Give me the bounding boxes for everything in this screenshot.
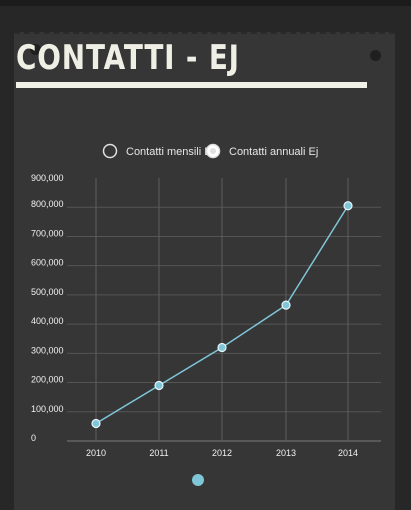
legend-label-annual: Contatti annuali Ej — [229, 146, 318, 158]
x-tick-label: 2010 — [86, 448, 106, 458]
chart-grid — [67, 178, 381, 442]
y-tick-label: 100,000 — [31, 404, 64, 414]
x-tick-label: 2012 — [212, 448, 232, 458]
data-point[interactable] — [91, 418, 101, 429]
x-tick-label: 2013 — [276, 448, 296, 458]
x-tick-label: 2014 — [338, 448, 358, 458]
y-tick-label: 900,000 — [31, 173, 64, 183]
legend-annual-marker-inner — [210, 148, 216, 154]
top-bar — [0, 0, 411, 6]
y-tick-label: 700,000 — [31, 228, 64, 238]
page-title: CONTATTI - EJ — [16, 38, 240, 78]
y-tick-label: 200,000 — [31, 375, 64, 385]
x-axis: 2010 2011 2012 2013 2014 — [86, 448, 358, 458]
pin-hole-left — [30, 44, 41, 55]
y-tick-label: 0 — [31, 433, 36, 443]
data-point[interactable] — [154, 380, 164, 391]
legend-label-monthly: Contatti mensili EJ — [126, 146, 217, 158]
x-tick-label: 2011 — [149, 448, 168, 458]
pagination-dot[interactable] — [192, 474, 204, 486]
legend-item-monthly[interactable]: Contatti mensili EJ — [102, 143, 218, 159]
legend-monthly-marker — [102, 143, 118, 159]
y-tick-label: 300,000 — [31, 345, 64, 355]
y-tick-label: 500,000 — [31, 287, 64, 297]
data-point[interactable] — [343, 201, 353, 211]
chart-card — [14, 32, 395, 510]
y-tick-label: 600,000 — [31, 258, 64, 268]
data-point[interactable] — [281, 300, 291, 310]
pin-hole-right — [370, 50, 381, 61]
y-tick-label: 800,000 — [31, 199, 64, 209]
legend-item-annual[interactable]: Contatti annuali Ej — [205, 143, 319, 159]
data-point[interactable] — [217, 342, 227, 353]
y-tick-label: 400,000 — [31, 316, 64, 326]
chart-legend: Contatti mensili EJ Contatti annuali Ej — [102, 143, 319, 159]
title-underline — [16, 82, 367, 88]
chart-series — [91, 201, 353, 429]
y-axis: 900,000 800,000 700,000 600,000 500,000 400,0… — [31, 173, 64, 443]
